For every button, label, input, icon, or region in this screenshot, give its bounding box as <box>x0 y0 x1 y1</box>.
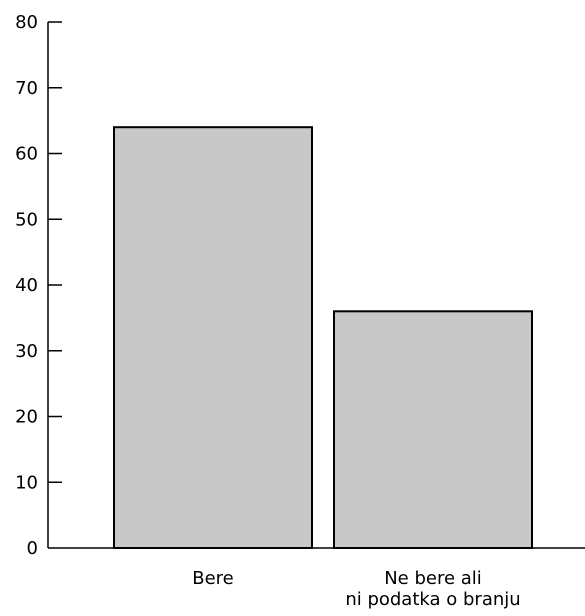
category-label-0: Bere <box>192 568 234 589</box>
category-label-1-line-1: ni podatka o branju <box>345 589 520 610</box>
bar-0 <box>113 126 313 549</box>
y-tick-label-40: 40 <box>15 275 38 296</box>
category-label-0-line-0: Bere <box>192 568 234 589</box>
category-label-1: Ne bere ali ni podatka o branju <box>345 568 520 610</box>
y-tick-label-50: 50 <box>15 209 38 230</box>
y-tick-label-10: 10 <box>15 472 38 493</box>
y-tick-label-30: 30 <box>15 341 38 362</box>
y-tick-label-60: 60 <box>15 144 38 165</box>
y-tick-label-80: 80 <box>15 12 38 33</box>
bars-layer <box>113 126 533 549</box>
y-axis: 0 10 20 30 40 50 60 70 80 <box>15 12 585 559</box>
category-labels: Bere Ne bere ali ni podatka o branju <box>192 568 520 610</box>
bar-1 <box>333 310 533 549</box>
category-label-1-line-0: Ne bere ali <box>384 568 482 589</box>
y-tick-label-20: 20 <box>15 407 38 428</box>
y-tick-label-70: 70 <box>15 78 38 99</box>
y-tick-label-0: 0 <box>27 538 38 559</box>
